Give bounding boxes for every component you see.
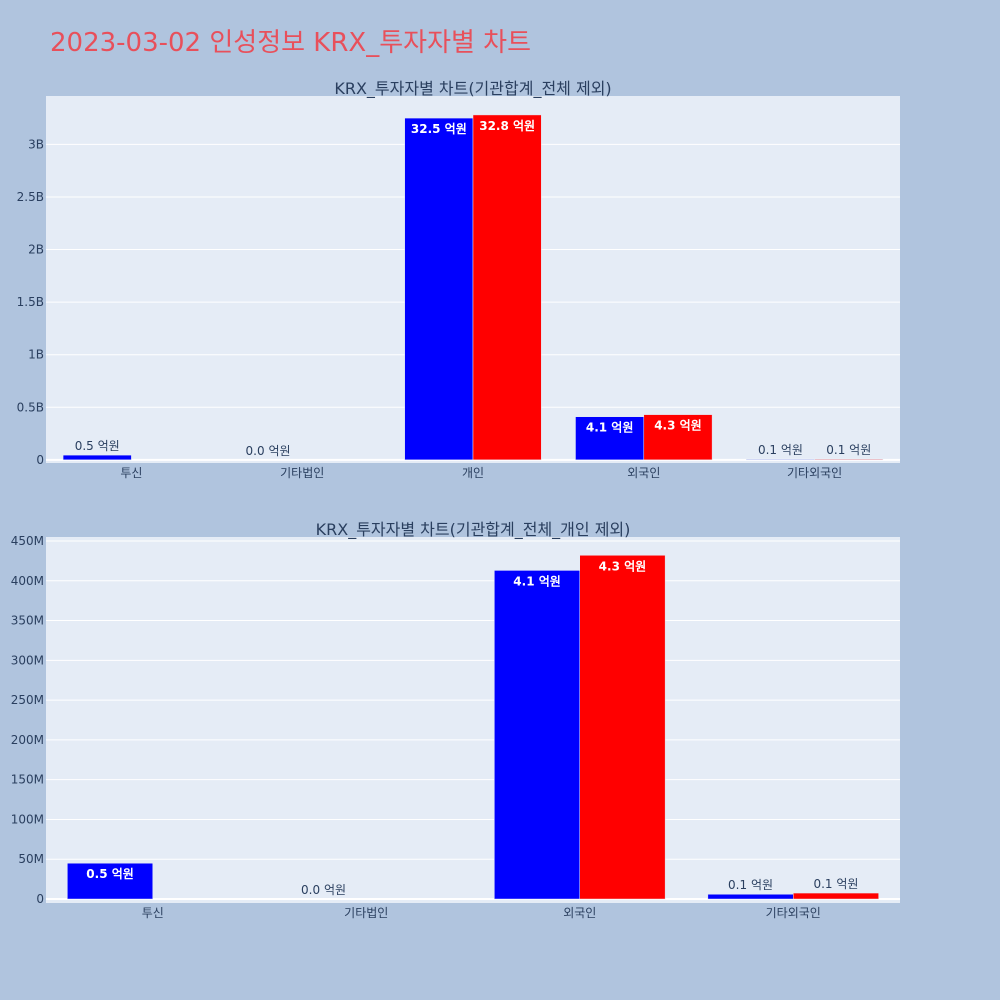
x-tick-label: 기타법인 [344,906,388,920]
x-tick-label: 외국인 [627,466,660,480]
bar-value-label: 4.3 억원 [654,419,702,433]
x-tick-label: 기타법인 [280,466,324,480]
y-tick-label: 2.5B [17,190,44,204]
bar-blue [404,117,474,461]
x-tick-label: 기타외국인 [787,466,842,480]
x-tick-label: 외국인 [563,906,596,920]
y-tick-label: 1B [28,348,44,362]
y-tick-label: 250M [11,693,44,707]
bar-red [793,892,879,900]
bar-value-label: 4.3 억원 [599,559,647,573]
y-tick-label: 150M [11,773,44,787]
bar-value-label: 0.5 억원 [75,439,120,453]
y-tick-label: 0.5B [17,400,44,414]
y-tick-label: 3B [28,137,44,151]
bar-value-label: 4.1 억원 [513,574,561,588]
bar-value-label: 0.1 억원 [728,878,773,892]
x-tick-label: 투신 [142,906,164,920]
bar-value-label: 32.5 억원 [411,122,467,136]
bar-value-label: 0.1 억원 [813,877,858,891]
y-tick-label: 300M [11,653,44,667]
y-tick-label: 0 [36,453,44,467]
y-tick-label: 0 [36,892,44,906]
bar-value-label: 32.8 억원 [479,119,535,133]
x-tick-label: 투신 [120,466,142,480]
bar-value-label: 0.5 억원 [86,867,134,881]
bar-blue [494,570,581,900]
y-tick-label: 100M [11,812,44,826]
bar-red [814,458,884,461]
y-tick-label: 200M [11,733,44,747]
x-tick-label: 기타외국인 [766,906,821,920]
y-tick-label: 350M [11,614,44,628]
bar-value-label: 0.1 억원 [758,443,803,457]
y-tick-label: 1.5B [17,295,44,309]
chart-title-2: KRX_투자자별 차트(기관합계_전체_개인 제외) [316,520,631,540]
bar-blue [746,458,815,461]
y-tick-label: 50M [18,852,44,866]
bar-blue [707,893,794,900]
bar-blue [575,416,645,461]
page-title: 2023-03-02 인성정보 KRX_투자자별 차트 [50,28,532,58]
y-tick-label: 400M [11,574,44,588]
bar-blue [62,454,132,461]
plot-area-2 [46,537,900,903]
bar-red [472,114,542,461]
bar-red [579,555,666,900]
y-tick-label: 450M [11,534,44,548]
x-tick-label: 개인 [462,466,484,480]
chart-title-1: KRX_투자자별 차트(기관합계_전체 제외) [334,79,611,99]
bar-value-label: 0.1 억원 [826,443,871,457]
bar-red [643,414,713,461]
bar-value-label: 0.0 억원 [301,883,346,897]
y-tick-label: 2B [28,243,44,257]
bar-value-label: 0.0 억원 [246,444,291,458]
bar-value-label: 4.1 억원 [586,421,634,435]
bar-blue [67,862,153,900]
